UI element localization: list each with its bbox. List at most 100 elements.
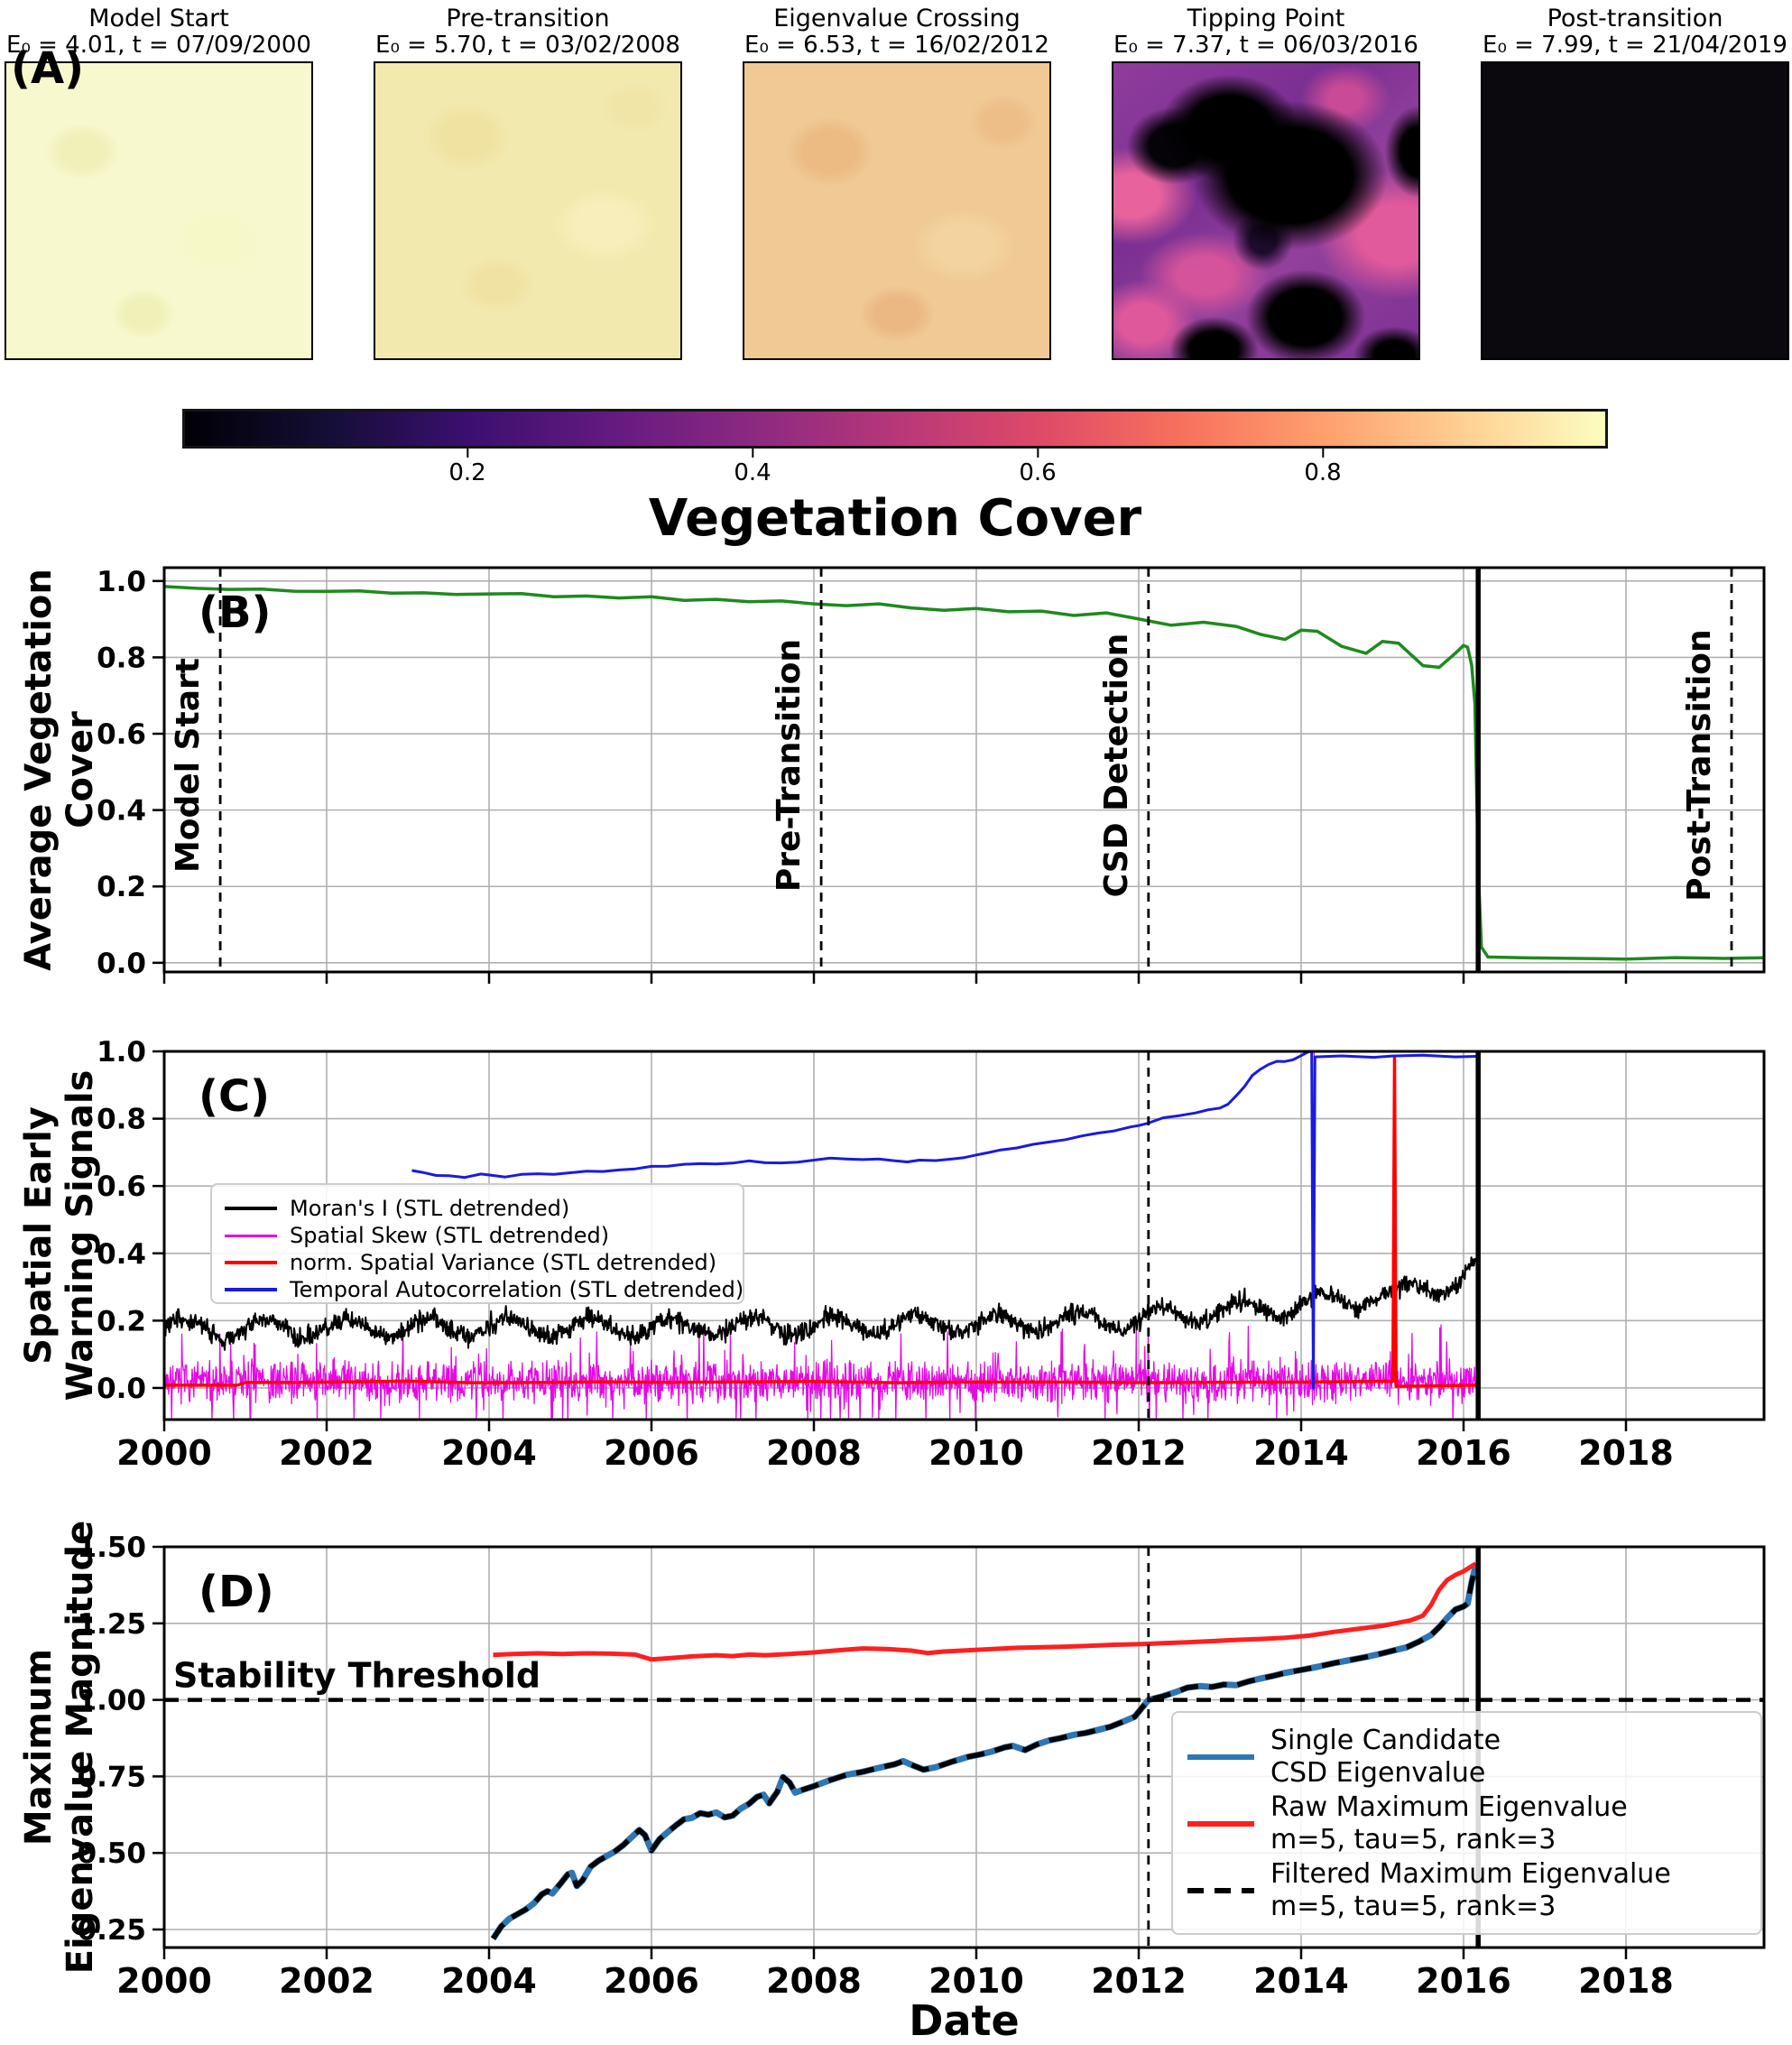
y-tick-label: 0.2 <box>97 871 146 903</box>
event-label-pre-transition: Pre-Transition <box>771 639 808 892</box>
spatial-variance-line-swatch <box>225 1261 277 1264</box>
legend-label: Spatial Skew (STL detrended) <box>290 1223 610 1248</box>
panelD-plot: Stability Threshold 2000 2002 2004 2006 2008 2… <box>18 1521 1766 2001</box>
legend-label-line2: m=5, tau=5, rank=3 <box>1270 1824 1556 1855</box>
series-average-vegetation-cover <box>164 585 1764 961</box>
panelB-plot: Model Start Pre-Transition CSD Detection Po… <box>18 566 1766 984</box>
filtered-max-eigenvalue-dashed-swatch <box>1187 1888 1254 1893</box>
panelD-ylabel-line1: Maximum <box>18 1649 60 1846</box>
legend-label: norm. Spatial Variance (STL detrended) <box>290 1250 717 1275</box>
y-tick-label: 0.4 <box>97 795 146 828</box>
morans-i-line-swatch <box>225 1207 277 1210</box>
panelC-series <box>164 1051 1476 1420</box>
stability-threshold-label: Stability Threshold <box>173 1656 540 1696</box>
y-tick-label: 0.8 <box>97 642 146 674</box>
y-tick-label: 0.0 <box>97 1373 146 1405</box>
y-tick-label: 0.25 <box>78 1914 147 1947</box>
tick-mark <box>466 449 468 458</box>
y-tick-label: 0.50 <box>78 1837 147 1870</box>
map-title: Eigenvalue Crossing <box>773 5 1021 32</box>
x-tick-label: 2018 <box>1578 1433 1674 1473</box>
legend-item-temporal-autocorrelation: Temporal Autocorrelation (STL detrended) <box>225 1277 744 1302</box>
x-tick-label: 2016 <box>1416 1961 1511 2001</box>
series-raw-maximum-eigenvalue-m-5-tau-5-rank-3 <box>493 1561 1477 1662</box>
panel-label-panelB: (B) <box>199 588 271 638</box>
map-heatmap <box>743 61 1051 360</box>
legend-label-line1: Raw Maximum Eigenvalue <box>1270 1791 1628 1823</box>
legend-panel-c: Moran's I (STL detrended) Spatial Skew (… <box>210 1183 744 1304</box>
legend-item-candidate-eigenvalue: Single Candidate CSD Eigenvalue <box>1187 1724 1746 1791</box>
legend-label-line2: m=5, tau=5, rank=3 <box>1270 1891 1556 1922</box>
map-title: Tipping Point <box>1187 5 1345 32</box>
x-tick-label: 2016 <box>1416 1433 1511 1473</box>
panelB-ylabel-line1: Average Vegetation <box>18 569 60 971</box>
tick-mark <box>1036 449 1039 458</box>
legend-item-spatial-variance: norm. Spatial Variance (STL detrended) <box>225 1250 730 1275</box>
legend-label-line1: Filtered Maximum Eigenvalue <box>1270 1858 1671 1890</box>
spatial-skew-line-swatch <box>225 1234 277 1237</box>
legend-label: Temporal Autocorrelation (STL detrended) <box>290 1277 744 1302</box>
panel-label-a: (A) <box>11 43 85 94</box>
y-tick-label: 1.0 <box>97 566 146 598</box>
legend-label: Raw Maximum Eigenvalue m=5, tau=5, rank=… <box>1270 1791 1628 1856</box>
legend-panel-d: Single Candidate CSD Eigenvalue Raw Maxi… <box>1171 1711 1762 1935</box>
x-tick-label: 2008 <box>766 1433 862 1473</box>
x-tick-label: 2002 <box>279 1961 374 2001</box>
map-subtitle: E₀ = 5.70, t = 03/02/2008 <box>375 32 680 59</box>
y-tick-label: 1.00 <box>78 1685 147 1717</box>
panelC-plot: 2000 2002 2004 2006 2008 2010 2012 2014 2016 2018… <box>18 1036 1766 1473</box>
map-heatmap <box>5 61 313 360</box>
y-tick-label: 0.8 <box>97 1104 146 1136</box>
colorbar-tick-0.2: 0.2 <box>448 449 486 486</box>
legend-label-line1: Single Candidate <box>1270 1725 1501 1756</box>
tick-label: 0.6 <box>1019 459 1057 486</box>
y-tick-label: 1.0 <box>97 1036 146 1069</box>
panelC-ylabel-line1: Spatial Early <box>18 1106 60 1365</box>
raw-max-eigenvalue-line-swatch <box>1187 1821 1254 1827</box>
x-tick-label: 2010 <box>928 1433 1024 1473</box>
series-moran-s-i-stl-detrended <box>164 1256 1476 1351</box>
legend-item-raw-max-eigenvalue: Raw Maximum Eigenvalue m=5, tau=5, rank=… <box>1187 1791 1746 1857</box>
series-filtered-maximum-eigenvalue-m-5-tau-5-rank-3 <box>491 1564 1479 1940</box>
y-tick-label: 1.50 <box>78 1531 147 1564</box>
x-tick-label: 2008 <box>766 1961 862 2001</box>
map-subtitle: E₀ = 6.53, t = 16/02/2012 <box>744 32 1049 59</box>
colorbar-tick-0.8: 0.8 <box>1304 449 1342 486</box>
tick-label: 0.2 <box>448 459 486 486</box>
tick-label: 0.8 <box>1304 459 1342 486</box>
map-heatmap <box>374 61 682 360</box>
y-tick-label: 0.2 <box>97 1305 146 1337</box>
map-title: Post-transition <box>1547 5 1723 32</box>
y-tick-label: 0.75 <box>78 1761 147 1793</box>
map-subtitle: E₀ = 7.99, t = 21/04/2019 <box>1483 32 1787 59</box>
panelB-ylabel-line2: Cover <box>60 711 101 828</box>
y-tick-label: 1.25 <box>78 1608 147 1641</box>
vegetation-cover-colorbar <box>182 409 1608 449</box>
x-tick-label: 2000 <box>116 1961 212 2001</box>
x-tick-label: 2012 <box>1091 1433 1187 1473</box>
series-temporal-autocorrelation-stl-detrended <box>411 1051 1476 1390</box>
y-tick-label: 0.4 <box>97 1238 146 1271</box>
x-tick-label: 2002 <box>279 1433 374 1473</box>
x-tick-label: 2010 <box>928 1961 1024 2001</box>
panelB-border <box>162 566 1766 974</box>
colorbar-label: Vegetation Cover <box>648 489 1142 548</box>
y-tick-label: 0.0 <box>97 948 146 980</box>
tick-label: 0.4 <box>734 459 771 486</box>
x-tick-label: 2004 <box>441 1961 537 2001</box>
colorbar-tick-0.6: 0.6 <box>1019 449 1057 486</box>
temporal-autocorrelation-line-swatch <box>225 1288 277 1291</box>
legend-label-line2: CSD Eigenvalue <box>1270 1757 1486 1789</box>
x-tick-label: 2018 <box>1578 1961 1674 2001</box>
legend-item-filtered-max-eigenvalue: Filtered Maximum Eigenvalue m=5, tau=5, … <box>1187 1857 1746 1924</box>
colorbar-ticks: 0.2 0.4 0.6 0.8 <box>182 449 1608 486</box>
map-title: Pre-transition <box>446 5 610 32</box>
x-tick-label: 2000 <box>116 1433 212 1473</box>
map-heatmap <box>1481 61 1789 360</box>
panel-label-panelD: (D) <box>199 1567 274 1617</box>
event-label-post-transition: Post-Transition <box>1681 629 1718 901</box>
panelC-border <box>162 1050 1766 1421</box>
tick-mark <box>1321 449 1324 458</box>
y-tick-label: 0.6 <box>97 1171 146 1203</box>
panelD-border <box>162 1545 1766 1949</box>
